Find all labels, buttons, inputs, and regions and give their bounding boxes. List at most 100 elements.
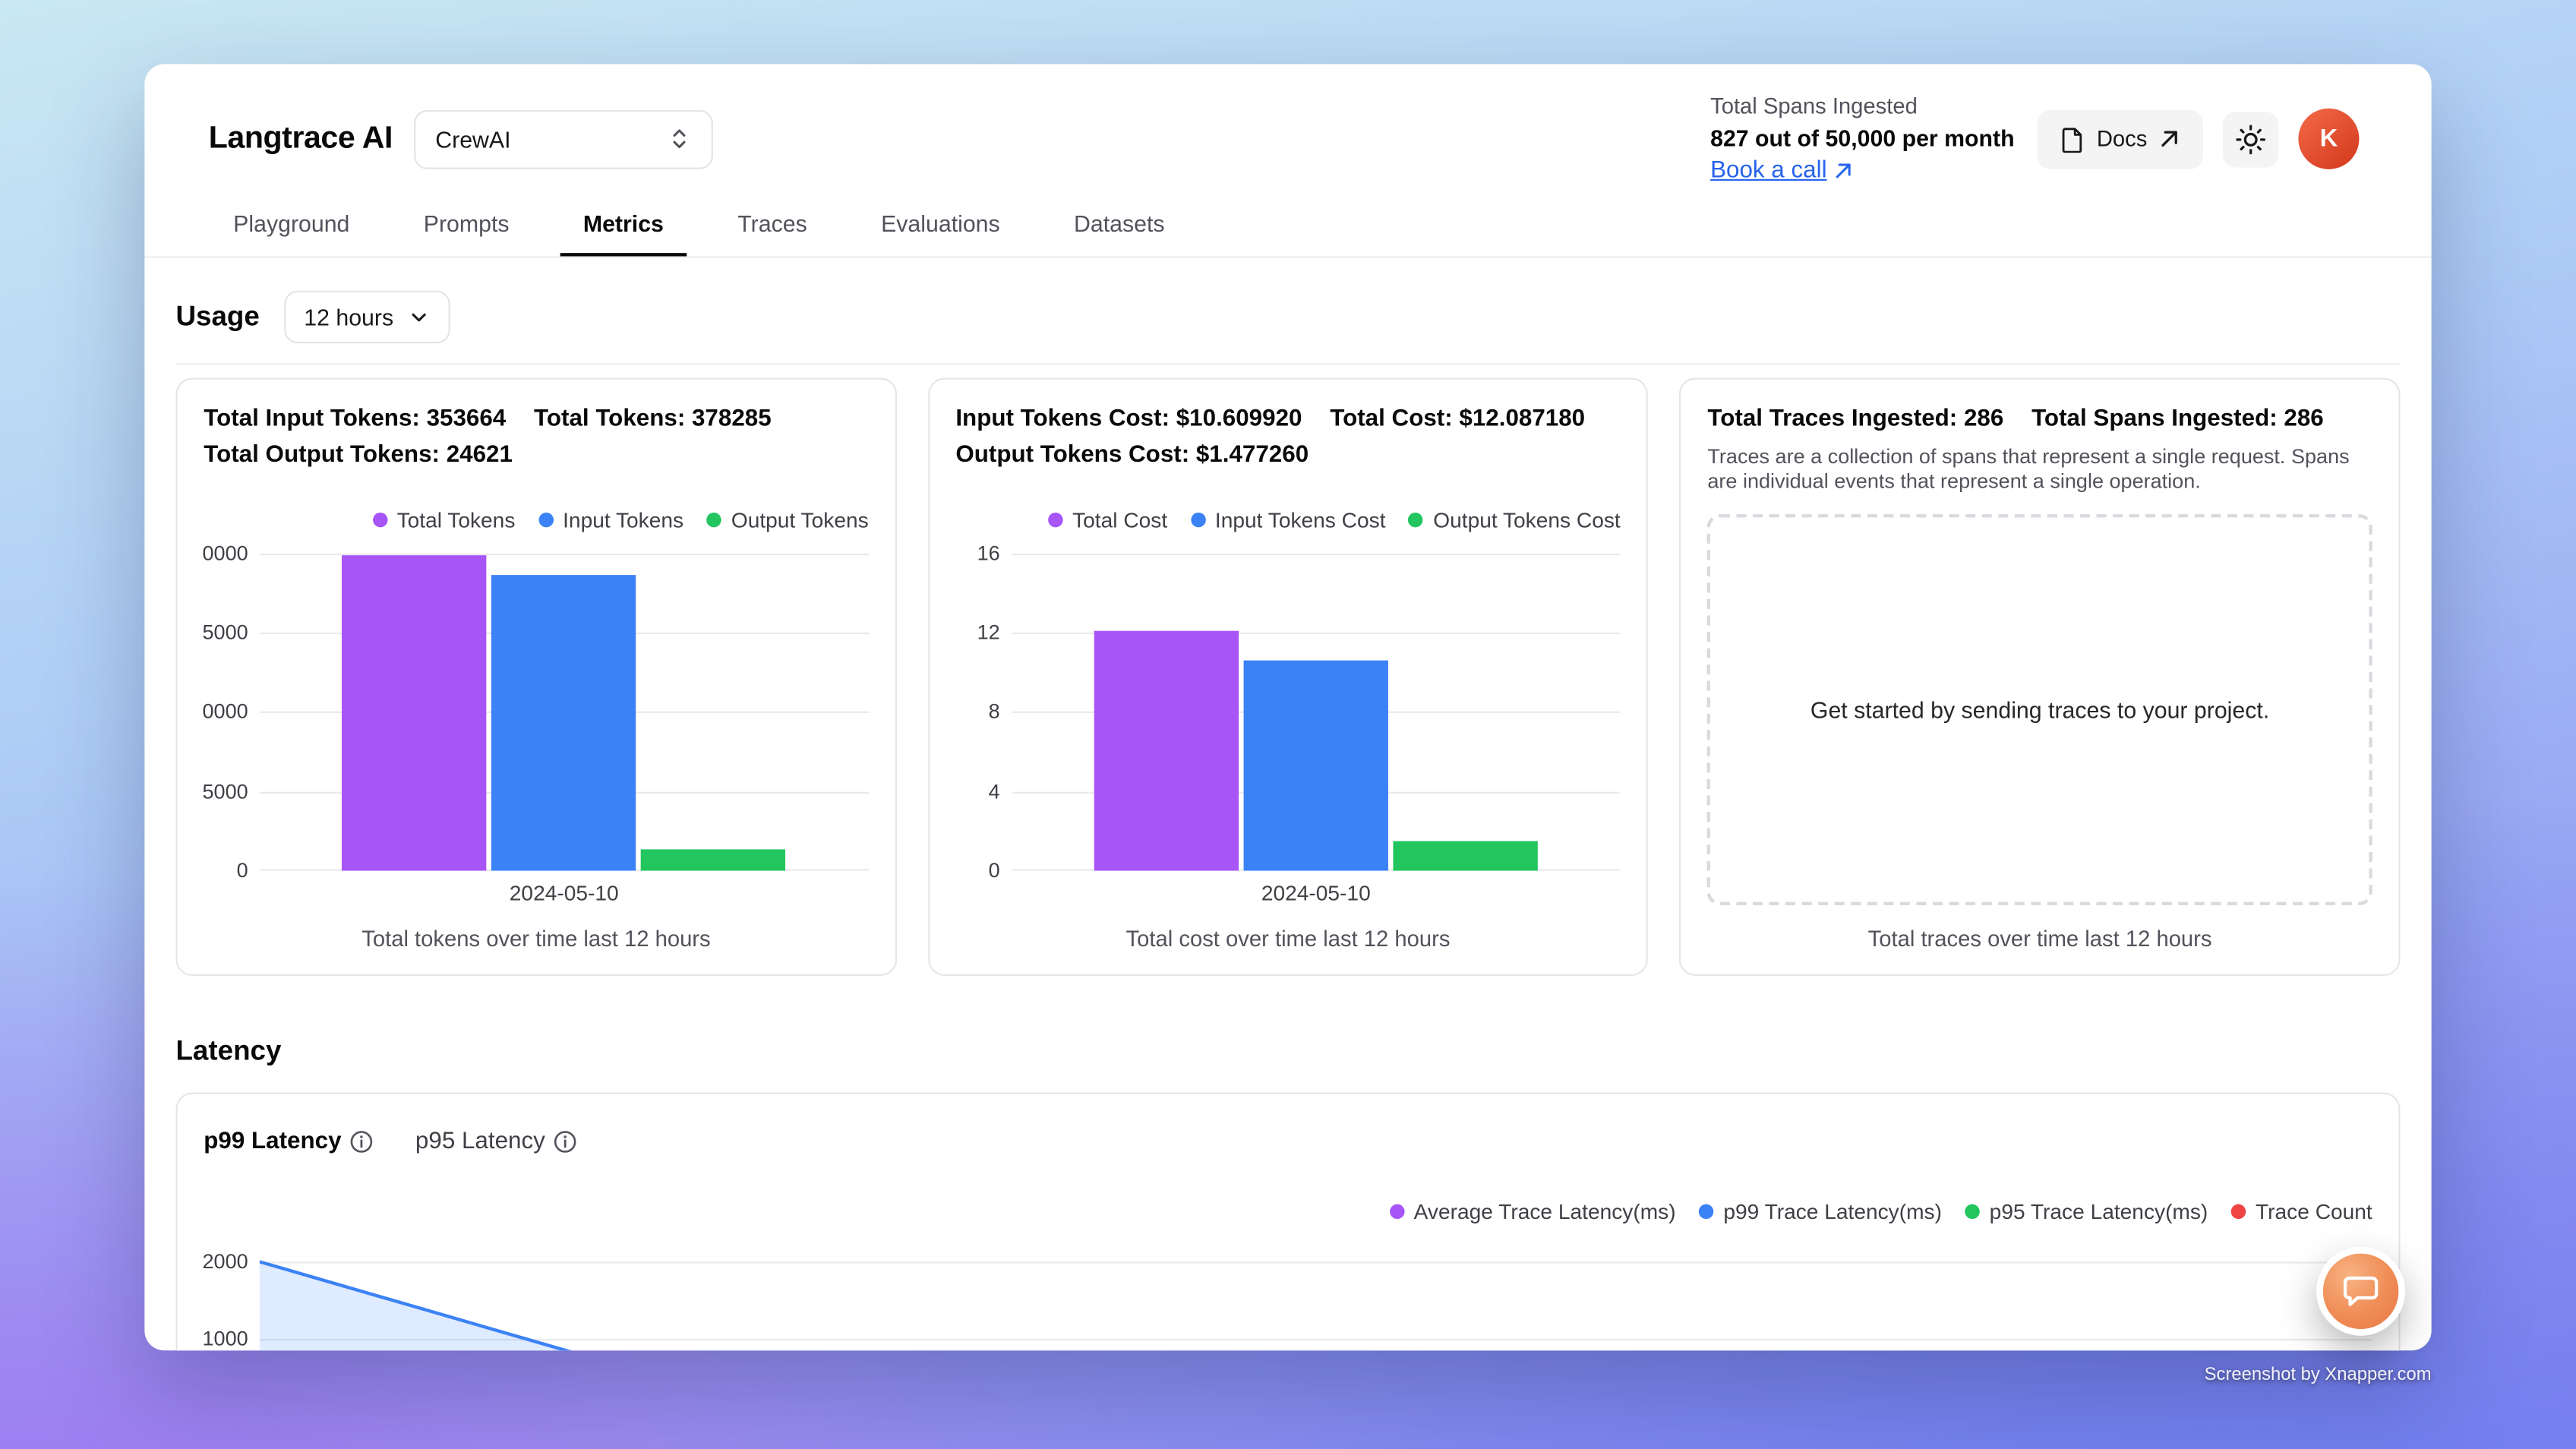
docs-button[interactable]: Docs [2037, 109, 2203, 169]
bar-output-tokens-cost [1393, 841, 1538, 871]
project-selector[interactable]: CrewAI [414, 109, 713, 169]
gridline [1011, 553, 1621, 556]
legend-dot-icon [706, 512, 721, 528]
legend-dot-icon [1965, 1204, 1980, 1220]
plot-area [259, 553, 869, 871]
document-icon [2063, 128, 2082, 153]
tab-datasets[interactable]: Datasets [1074, 210, 1165, 237]
y-tick-label: 8 [988, 700, 1000, 724]
legend-dot-icon [538, 512, 554, 528]
legend-trace-count: Trace Count [2230, 1199, 2372, 1224]
traces-empty-text: Get started by sending traces to your pr… [1810, 696, 2270, 723]
tab-metrics[interactable]: Metrics [560, 210, 687, 257]
info-icon [350, 1131, 372, 1153]
tab-p95-latency-label: p95 Latency [415, 1129, 545, 1155]
gridline [259, 1338, 2372, 1341]
cost-card: Input Tokens Cost: $10.609920 Total Cost… [927, 377, 1649, 976]
bar-input-tokens-cost [1243, 660, 1388, 871]
bar-input-tokens [491, 575, 636, 871]
main-content: Usage 12 hours Total Input Tokens: 35366… [144, 290, 2431, 1351]
tab-playground[interactable]: Playground [233, 210, 350, 237]
stat-total-traces-ingested: Total Traces Ingested: 286 [1707, 406, 2004, 432]
tokens-card: Total Input Tokens: 353664 Total Tokens:… [175, 377, 897, 976]
legend-label: Output Tokens [731, 507, 869, 532]
legend-dot-icon [1389, 1204, 1404, 1220]
bar-output-tokens [641, 850, 786, 871]
y-axis: 0000 5000 0000 5000 0 [202, 542, 260, 882]
bar-group [1012, 554, 1621, 871]
tab-p95-latency[interactable]: p95 Latency [415, 1129, 576, 1155]
gridline [1011, 633, 1621, 635]
legend-dot-icon [2230, 1204, 2246, 1220]
y-tick-label: 0 [236, 859, 248, 882]
chevron-updown-icon [673, 130, 686, 150]
bar-total-cost [1094, 630, 1239, 871]
stat-total-tokens: Total Tokens: 378285 [534, 406, 772, 432]
app-window: Langtrace AI CrewAI Total Spans Ingested… [144, 64, 2432, 1351]
legend-dot-icon [1190, 512, 1205, 528]
chat-widget-button[interactable] [2316, 1246, 2406, 1336]
y-tick-label: 12 [977, 621, 1000, 645]
external-link-icon [2161, 131, 2177, 148]
app-logo: Langtrace AI [208, 122, 393, 156]
plot-area [259, 1242, 2372, 1351]
y-tick-label: 5000 [202, 621, 248, 645]
theme-toggle-button[interactable] [2222, 112, 2279, 168]
x-axis-label: 2024-05-10 [509, 880, 619, 905]
stat-input-tokens-cost: Input Tokens Cost: $10.609920 [955, 406, 1302, 432]
spans-usage-value: 827 out of 50,000 per month [1710, 124, 2015, 151]
legend-total-tokens: Total Tokens [372, 507, 515, 532]
legend-output-tokens: Output Tokens [706, 507, 869, 532]
latency-area-series [259, 1260, 573, 1351]
legend-dot-icon [1047, 512, 1063, 528]
y-tick-label: 16 [977, 541, 1000, 566]
avatar[interactable]: K [2298, 109, 2360, 170]
tokens-chart-legend: Total Tokens Input Tokens Output Tokens [204, 507, 869, 532]
docs-button-label: Docs [2096, 127, 2148, 153]
latency-card: p99 Latency p95 Latency Average Trace La… [175, 1092, 2401, 1351]
main-nav: Playground Prompts Metrics Traces Evaluation… [144, 187, 2431, 257]
legend-input-tokens: Input Tokens [538, 507, 683, 532]
y-axis: 16 12 8 4 0 [955, 542, 1012, 882]
gridline [259, 553, 869, 556]
top-bar: Langtrace AI CrewAI Total Spans Ingested… [144, 64, 2432, 258]
traces-card: Total Traces Ingested: 286 Total Spans I… [1679, 377, 2401, 976]
y-tick-label: 5000 [202, 779, 248, 803]
external-link-icon [1836, 163, 1851, 178]
chat-bubble-icon [2343, 1276, 2379, 1306]
spans-ingested-label: Total Spans Ingested [1710, 93, 1918, 118]
y-tick-label: 0 [988, 859, 1000, 882]
legend-p99-trace-latency-ms: p99 Trace Latency(ms) [1698, 1199, 1942, 1224]
legend-input-tokens-cost: Input Tokens Cost [1190, 507, 1386, 532]
book-a-call-link[interactable]: Book a call [1710, 154, 1853, 187]
gridline [259, 1261, 2372, 1264]
legend-output-tokens-cost: Output Tokens Cost [1408, 507, 1621, 532]
legend-label: p95 Trace Latency(ms) [1989, 1199, 2208, 1224]
tab-prompts[interactable]: Prompts [423, 210, 510, 237]
stat-total-input-tokens: Total Input Tokens: 353664 [204, 406, 507, 432]
traces-empty-state: Get started by sending traces to your pr… [1707, 513, 2372, 905]
watermark: Screenshot by Xnapper.com [2204, 1365, 2432, 1385]
info-icon [554, 1131, 576, 1153]
plot-area [1011, 553, 1621, 871]
tab-traces[interactable]: Traces [737, 210, 807, 237]
cost-bar-chart: 16 12 8 4 0 2024-05-10 [955, 542, 1621, 905]
y-tick-label: 4 [988, 779, 1000, 803]
spans-usage-info: Total Spans Ingested 827 out of 50,000 p… [1710, 92, 2015, 187]
time-range-select[interactable]: 12 hours [284, 290, 450, 343]
legend-label: Total Cost [1072, 507, 1168, 532]
legend-label: Input Tokens Cost [1214, 507, 1386, 532]
time-range-value: 12 hours [304, 304, 394, 330]
y-axis: 2000 1000 [202, 1242, 260, 1350]
y-tick-label: 2000 [202, 1250, 248, 1274]
legend-dot-icon [372, 512, 387, 528]
legend-label: Average Trace Latency(ms) [1413, 1199, 1676, 1224]
chevron-down-icon [411, 313, 425, 322]
y-tick-label: 0000 [202, 700, 248, 724]
legend-label: p99 Trace Latency(ms) [1723, 1199, 1942, 1224]
tab-p99-latency[interactable]: p99 Latency [204, 1129, 372, 1155]
legend-p95-trace-latency-ms: p95 Trace Latency(ms) [1965, 1199, 2208, 1224]
legend-label: Trace Count [2256, 1199, 2372, 1224]
tab-evaluations[interactable]: Evaluations [881, 210, 1000, 237]
